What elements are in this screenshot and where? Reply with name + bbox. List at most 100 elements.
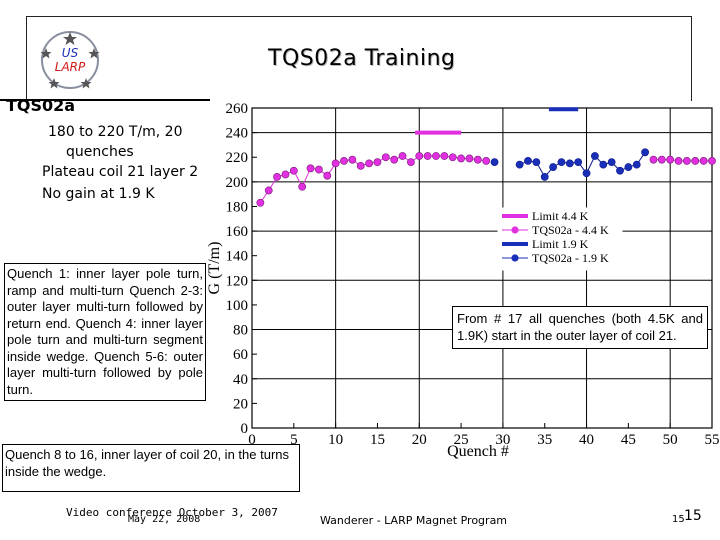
data-point [599,160,608,169]
y-tick-label: 220 [226,150,249,166]
page-title: TQS02a Training [268,46,456,71]
subtitle: TQS02a [6,96,76,115]
data-point [340,157,348,165]
data-point [306,164,315,173]
data-point [373,158,382,167]
data-point [532,158,541,167]
x-tick-label: 15 [370,432,385,448]
title-underline [0,99,210,101]
x-tick-label: 20 [412,432,427,448]
y-axis-label: G (T/m) [206,242,223,295]
y-tick-label: 260 [226,101,249,117]
data-point [331,159,340,168]
data-point [674,157,683,165]
data-point [365,159,373,168]
chart-marks [256,107,716,207]
data-point [574,158,583,167]
quench-17-box: From # 17 all quenches (both 4.5K and 1.… [452,306,708,349]
star-icon [63,32,77,45]
data-point [691,157,700,165]
data-point [515,160,524,169]
x-axis-label: Quench # [447,443,509,460]
data-point [457,154,465,163]
data-point [540,173,549,181]
legend-marker [511,254,519,262]
data-point [407,158,415,167]
us-larp-logo: US LARP [40,31,100,89]
data-point [423,152,432,160]
data-point [632,160,641,169]
data-point [641,148,649,157]
x-tick-label: 10 [328,432,343,448]
data-point [591,152,599,160]
star-icon [80,78,92,89]
legend-label: TQS02a - 1.9 K [532,251,609,265]
y-tick-label: 80 [233,323,248,339]
data-point [657,155,666,164]
data-point [448,153,457,162]
data-point [398,152,407,160]
data-point [582,169,591,178]
y-tick-label: 100 [226,298,249,314]
footer-date: Video conference October 3, 2007 [66,506,278,519]
data-point [440,152,449,160]
legend-label: Limit 1.9 K [532,237,589,251]
plot-frame [251,107,713,429]
data-point [524,157,532,165]
x-tick-label: 5 [290,432,298,448]
bullet-line: Plateau coil 21 layer 2 [42,164,199,180]
training-chart: 0 5 10 15 20 25 30 35 40 45 50 55 0 20 40 60 80 100 120 140… [206,101,720,460]
legend-marker [511,226,519,234]
legend-label: Limit 4.4 K [532,209,589,223]
data-point [323,171,332,180]
y-tick-label: 20 [233,396,248,412]
x-tick-label: 25 [454,432,469,448]
data-point [256,198,265,207]
quench-8-16-box: Quench 8 to 16, inner layer of coil 20, … [2,444,300,492]
data-point [315,165,323,174]
data-point [549,163,557,171]
logo-text-us: US [62,46,79,60]
chart-axes: 0 5 10 15 20 25 30 35 40 45 50 55 0 20 40 60 80 100 120 140… [206,101,720,460]
data-point [298,182,307,191]
x-tick-label: 50 [663,432,678,448]
data-point [699,157,708,165]
bullet-line: quenches [66,144,134,160]
data-point [490,158,499,167]
y-tick-label: 0 [241,421,249,437]
footer-author: Wanderer - LARP Magnet Program [320,514,508,527]
y-tick-label: 140 [226,249,249,265]
star-icon [40,48,52,59]
data-point [683,157,691,165]
data-point [281,170,290,179]
data-point [557,158,566,167]
star-icon [88,48,100,59]
x-tick-label: 35 [537,432,552,448]
y-tick-label: 40 [233,372,248,388]
data-point [415,152,424,160]
data-point [607,158,616,167]
data-point [624,163,633,171]
data-point [708,157,716,165]
data-point [565,159,574,168]
x-tick-label: 45 [621,432,636,448]
data-point [666,155,675,164]
footer-date-overlap: May 22, 2008 [128,514,201,525]
x-tick-label: 55 [705,432,720,448]
quench-notes-box: Quench 1: inner layer pole turn, ramp an… [4,263,206,401]
data-point [390,155,399,164]
page-number-small: 15 [672,514,685,525]
x-tick-label: 0 [248,432,256,448]
star-icon [48,78,60,89]
y-tick-label: 60 [233,347,248,363]
data-point [264,186,273,195]
y-tick-label: 240 [226,126,249,142]
bullet-line: 180 to 220 T/m, 20 [48,124,183,140]
page-number: 15 [684,508,702,524]
data-point [649,155,658,164]
data-point [473,155,482,164]
data-point [616,166,624,175]
data-point [348,155,357,164]
x-tick-label: 40 [579,432,594,448]
data-point [381,153,390,162]
